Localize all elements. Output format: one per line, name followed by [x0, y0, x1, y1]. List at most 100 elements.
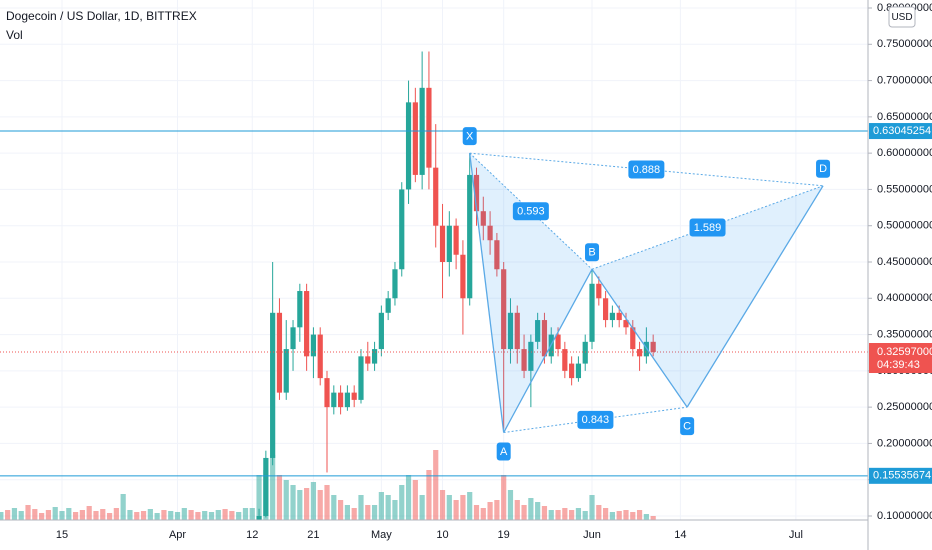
- volume-bar: [473, 505, 480, 520]
- volume-bar: [236, 512, 242, 520]
- volume-bar: [487, 502, 493, 520]
- volume-bar: [86, 506, 92, 520]
- candle-body: [331, 392, 337, 408]
- volume-bar: [344, 505, 350, 520]
- volume-bar: [541, 506, 548, 520]
- y-tick-label: 0.60000000: [877, 147, 932, 159]
- volume-bar: [453, 500, 459, 520]
- volume-bar: [283, 480, 289, 520]
- volume-bar: [52, 507, 58, 520]
- volume-bar: [208, 512, 215, 520]
- volume-bar: [147, 509, 153, 520]
- candle-body: [636, 349, 643, 357]
- volume-bar: [304, 488, 310, 520]
- candle-body: [297, 291, 303, 328]
- volume-bar: [392, 500, 398, 520]
- candle-body: [344, 392, 350, 408]
- grid: [0, 0, 868, 520]
- countdown: 04:39:43: [877, 359, 920, 371]
- candle-body: [351, 392, 357, 400]
- candle-body: [650, 341, 656, 353]
- volume-bar: [100, 509, 106, 520]
- volume-bar: [582, 511, 588, 520]
- volume-bar: [460, 495, 466, 520]
- currency-label: USD: [891, 12, 912, 23]
- candle-body: [283, 349, 289, 393]
- volume-bar: [140, 511, 147, 520]
- price-label: 0.63045254: [873, 125, 931, 137]
- volume-bar: [297, 490, 303, 520]
- volume-bar: [433, 450, 439, 520]
- volume-bar: [405, 475, 412, 520]
- volume-bar: [399, 485, 405, 520]
- candle-body: [412, 102, 418, 175]
- point-label: A: [500, 446, 508, 458]
- point-box: [462, 127, 477, 146]
- volume-bar: [419, 495, 425, 520]
- x-tick-label: 14: [674, 529, 686, 541]
- volume-bar: [72, 512, 79, 520]
- volume-bar: [338, 500, 344, 520]
- ratio-box: [628, 160, 665, 179]
- candle-body: [507, 312, 514, 350]
- y-tick-label: 0.25000000: [877, 401, 932, 413]
- y-tick-label: 0.70000000: [877, 74, 932, 86]
- volume-bar: [494, 500, 500, 520]
- volume-bar: [59, 511, 65, 520]
- candle-body: [365, 356, 371, 364]
- volume-bar: [66, 508, 72, 520]
- ratio-line: [591, 185, 824, 270]
- volume-label: Vol: [6, 28, 23, 42]
- y-tick-label: 0.75000000: [877, 38, 932, 50]
- volume-bar: [636, 510, 643, 520]
- candle-body: [371, 349, 378, 364]
- volume-bar: [426, 470, 432, 520]
- candle-body: [467, 174, 473, 299]
- volume-bar: [202, 511, 208, 520]
- y-tick-label: 0.40000000: [877, 292, 932, 304]
- point-box: [496, 442, 511, 461]
- volume-bar: [555, 510, 561, 520]
- volume-bar: [643, 514, 649, 520]
- candle-body: [562, 349, 568, 371]
- volume-bar: [256, 475, 262, 520]
- volume-bar: [365, 505, 371, 520]
- volume-bar: [371, 505, 378, 520]
- volume-bar: [650, 516, 656, 520]
- candle-body: [616, 312, 622, 321]
- pattern-area: [469, 153, 593, 433]
- volume-bar: [596, 505, 602, 520]
- volume-bar: [385, 495, 391, 520]
- volume-bar: [168, 511, 174, 520]
- point-label: X: [466, 131, 474, 143]
- pattern-area: [592, 185, 824, 408]
- volume-bar: [412, 480, 418, 520]
- volume-bar: [134, 512, 140, 520]
- volume-bar: [569, 510, 575, 520]
- volume-bar: [331, 495, 337, 520]
- y-tick-label: 0.65000000: [877, 111, 932, 123]
- overlay: 0.593 0.888 1.589 0.843 X A B C D USD: [462, 6, 916, 461]
- volume-bar: [188, 510, 194, 520]
- pattern-leg: [503, 268, 593, 433]
- volume-bar: [161, 510, 167, 520]
- volume-bar: [0, 512, 4, 520]
- ratio-box: [512, 202, 549, 221]
- volume-bar: [616, 511, 622, 520]
- volume-bar: [79, 510, 85, 520]
- point-label: D: [819, 163, 827, 175]
- volume-bar: [467, 492, 473, 520]
- x-tick-label: Jul: [789, 529, 803, 541]
- volume-bar: [317, 490, 323, 520]
- volume-bar: [351, 508, 357, 520]
- candle-body: [405, 102, 412, 190]
- volume-bar: [548, 510, 554, 520]
- x-tick-label: 12: [246, 529, 258, 541]
- ratio-label: 0.593: [517, 206, 545, 218]
- x-tick-label: 10: [436, 529, 448, 541]
- volume-bar: [39, 513, 45, 520]
- volume-bar: [11, 508, 18, 520]
- volume-bar: [603, 508, 609, 520]
- volume-bar: [575, 508, 582, 520]
- ratio-label: 1.589: [694, 222, 722, 234]
